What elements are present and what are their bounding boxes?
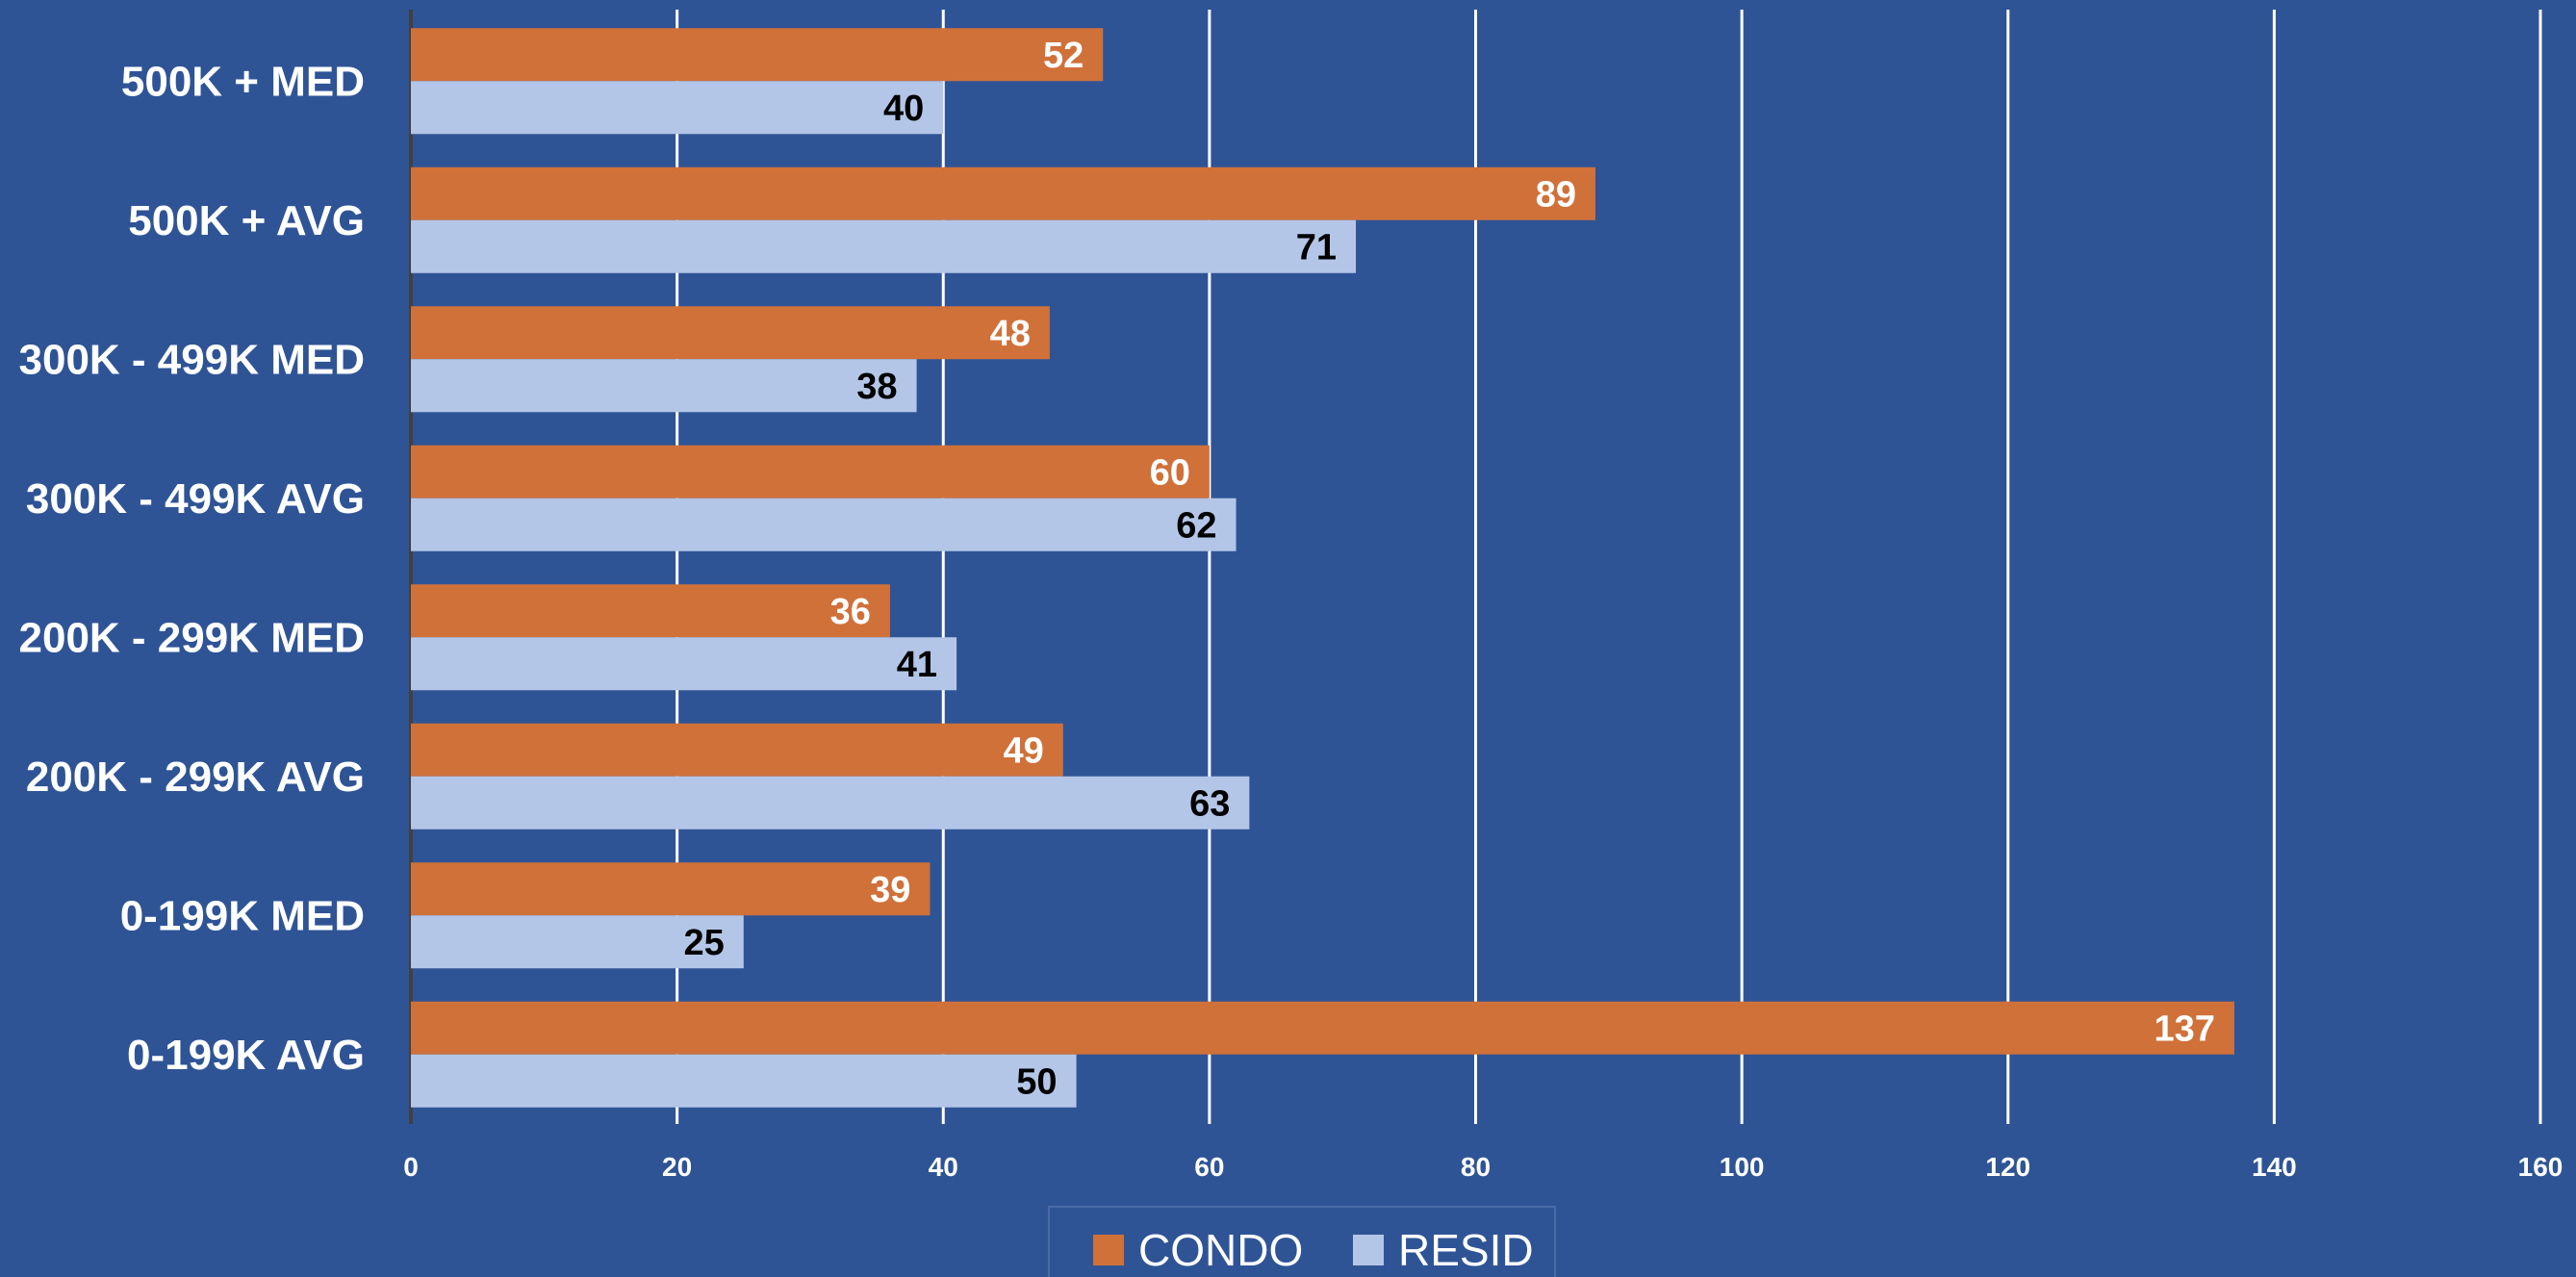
- resid-data-label: 38: [856, 367, 897, 407]
- category-label: 0-199K AVG: [127, 1032, 365, 1079]
- condo-bar: [411, 166, 1595, 220]
- condo-bar: [411, 306, 1050, 360]
- resid-data-label: 25: [684, 923, 725, 963]
- resid-data-label: 40: [883, 89, 924, 129]
- data-labels: 52 40 89 71 48 38 60 62 36 41 49 63 39 25 137 50: [684, 36, 2215, 1103]
- condo-bar: [411, 862, 931, 916]
- resid-data-label: 41: [897, 645, 937, 685]
- condo-data-label: 36: [830, 592, 871, 632]
- condo-data-label: 52: [1043, 36, 1084, 76]
- category-labels: 500K + MED 500K + AVG 300K - 499K MED 300K …: [19, 58, 365, 1079]
- x-tick-label: 140: [2252, 1152, 2297, 1182]
- condo-bar: [411, 723, 1063, 777]
- condo-legend-label: CONDO: [1138, 1225, 1303, 1275]
- condo-data-label: 49: [1003, 730, 1043, 771]
- resid-bar: [411, 776, 1250, 830]
- resid-bar: [411, 219, 1357, 273]
- category-label: 200K - 299K MED: [19, 614, 365, 661]
- resid-bar: [411, 915, 744, 969]
- resid-bar: [411, 1054, 1077, 1108]
- category-label: 200K - 299K AVG: [26, 753, 365, 801]
- resid-data-label: 62: [1176, 505, 1216, 546]
- condo-data-label: 89: [1536, 174, 1576, 215]
- condo-bar: [411, 584, 890, 638]
- resid-data-label: 63: [1189, 783, 1230, 824]
- x-tick-label: 20: [662, 1152, 692, 1182]
- x-tick-label: 60: [1194, 1152, 1224, 1182]
- x-tick-label: 0: [403, 1152, 419, 1182]
- condo-data-label: 60: [1150, 452, 1190, 493]
- x-tick-label: 100: [1720, 1152, 1765, 1182]
- resid-legend-swatch: [1353, 1235, 1384, 1265]
- condo-bar: [411, 28, 1104, 82]
- legend-box: [1048, 1206, 1556, 1277]
- condo-bar: [411, 1001, 2234, 1055]
- x-tick-label: 80: [1461, 1152, 1491, 1182]
- x-tick-label: 120: [1985, 1152, 2030, 1182]
- resid-bar: [411, 359, 917, 413]
- x-tick-label: 160: [2518, 1152, 2563, 1182]
- legend: CONDO RESID: [1048, 1206, 1556, 1277]
- category-label: 300K - 499K AVG: [26, 475, 365, 523]
- category-label: 500K + AVG: [128, 197, 365, 244]
- resid-bar: [411, 637, 957, 691]
- resid-bar: [411, 498, 1237, 551]
- condo-data-label: 48: [990, 314, 1031, 354]
- condo-data-label: 137: [2154, 1009, 2214, 1049]
- category-label: 500K + MED: [121, 58, 365, 105]
- x-axis-ticks: 0 20 40 60 80 100 120 140 160: [403, 1152, 2563, 1182]
- resid-data-label: 50: [1016, 1061, 1057, 1102]
- x-tick-label: 40: [929, 1152, 958, 1182]
- resid-data-label: 71: [1296, 227, 1337, 268]
- category-label: 300K - 499K MED: [19, 336, 365, 383]
- resid-legend-label: RESID: [1398, 1225, 1534, 1275]
- condo-legend-swatch: [1093, 1235, 1124, 1265]
- condo-bar: [411, 445, 1210, 498]
- bars: [411, 28, 2234, 1108]
- category-label: 0-199K MED: [120, 892, 365, 939]
- resid-bar: [411, 81, 944, 135]
- condo-data-label: 39: [870, 870, 910, 910]
